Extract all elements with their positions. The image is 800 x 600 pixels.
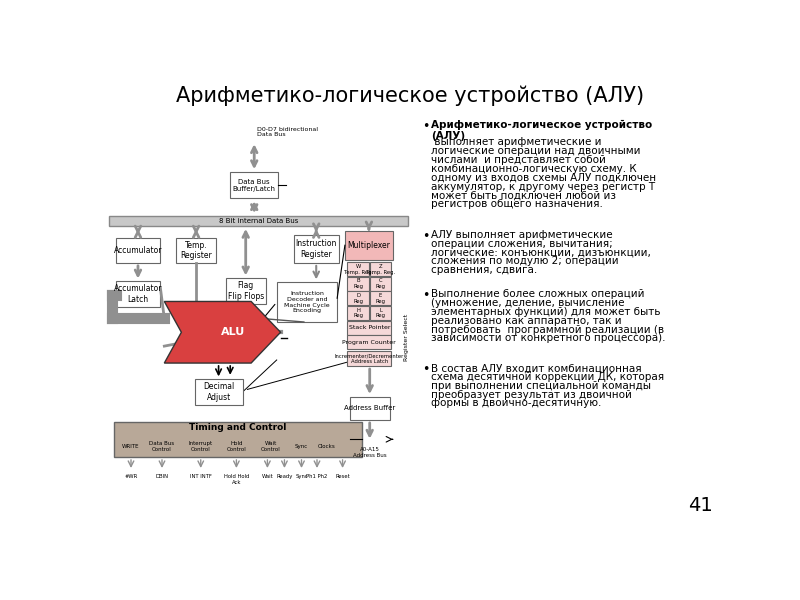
Text: 8 Bit internal Data Bus: 8 Bit internal Data Bus: [219, 218, 298, 224]
FancyBboxPatch shape: [110, 216, 408, 226]
Text: Выполнение более сложных операций: Выполнение более сложных операций: [431, 289, 645, 299]
Text: L
Reg: L Reg: [375, 308, 386, 319]
Text: Wait: Wait: [262, 474, 274, 479]
FancyBboxPatch shape: [347, 277, 369, 290]
Text: операции сложения, вычитания;: операции сложения, вычитания;: [431, 239, 613, 249]
FancyBboxPatch shape: [347, 306, 369, 320]
Text: комбинационно-логическую схему. К: комбинационно-логическую схему. К: [431, 164, 637, 174]
Text: Decimal
Adjust: Decimal Adjust: [203, 382, 234, 401]
Text: C
Reg: C Reg: [375, 278, 386, 289]
Text: Accumulator: Accumulator: [114, 246, 162, 255]
FancyBboxPatch shape: [115, 281, 161, 307]
FancyBboxPatch shape: [350, 397, 390, 420]
FancyBboxPatch shape: [347, 262, 369, 276]
Text: элементарных функций) для может быть: элементарных функций) для может быть: [431, 307, 661, 317]
Text: •: •: [422, 289, 429, 302]
Polygon shape: [164, 301, 281, 363]
Text: Register Select: Register Select: [405, 314, 410, 361]
FancyBboxPatch shape: [370, 292, 391, 305]
Text: логические операции над двоичными: логические операции над двоичными: [431, 146, 641, 157]
Text: INT INTF: INT INTF: [190, 474, 212, 479]
Text: •: •: [422, 230, 429, 243]
FancyBboxPatch shape: [370, 262, 391, 276]
FancyBboxPatch shape: [370, 277, 391, 290]
Text: •: •: [422, 120, 429, 133]
Text: E
Reg: E Reg: [375, 293, 386, 304]
FancyBboxPatch shape: [347, 321, 391, 335]
Text: формы в двоично-десятичную.: формы в двоично-десятичную.: [431, 398, 602, 409]
Text: сравнения, сдвига.: сравнения, сдвига.: [431, 265, 537, 275]
Text: потребовать  программной реализации (в: потребовать программной реализации (в: [431, 325, 664, 335]
FancyBboxPatch shape: [114, 422, 362, 457]
Text: АЛУ выполняет арифметические: АЛУ выполняет арифметические: [431, 230, 613, 240]
Text: 41: 41: [688, 496, 713, 515]
Text: при выполнении специальной команды: при выполнении специальной команды: [431, 381, 651, 391]
Text: Flag
Flip Flops: Flag Flip Flops: [227, 281, 264, 301]
Text: Sync: Sync: [295, 474, 308, 479]
Text: одному из входов схемы АЛУ подключен: одному из входов схемы АЛУ подключен: [431, 173, 656, 183]
Text: #WR: #WR: [124, 474, 138, 479]
Text: Reset: Reset: [335, 474, 350, 479]
Text: B
Reg: B Reg: [353, 278, 363, 289]
Text: Clocks: Clocks: [318, 444, 336, 449]
FancyBboxPatch shape: [115, 238, 161, 263]
Text: Timing and Control: Timing and Control: [190, 423, 286, 432]
Text: Hold
Control: Hold Control: [226, 441, 246, 452]
FancyBboxPatch shape: [370, 306, 391, 320]
Text: может быть подключен любой из: может быть подключен любой из: [431, 191, 616, 200]
Text: Арифметико-логическое устройство (АЛУ): Арифметико-логическое устройство (АЛУ): [176, 85, 644, 106]
Text: A0-A15
Address Bus: A0-A15 Address Bus: [353, 447, 386, 458]
Text: Wait
Control: Wait Control: [261, 441, 280, 452]
Text: Incrementer/Decrementer
Address Latch: Incrementer/Decrementer Address Latch: [334, 353, 404, 364]
FancyBboxPatch shape: [347, 351, 391, 366]
Text: преобразует результат из двоичной: преобразует результат из двоичной: [431, 389, 632, 400]
FancyBboxPatch shape: [176, 238, 216, 263]
Text: Instruction
Decoder and
Machine Cycle
Encoding: Instruction Decoder and Machine Cycle En…: [284, 291, 330, 313]
Text: зависимости от конкретного процессора).: зависимости от конкретного процессора).: [431, 334, 666, 343]
Text: Data Bus
Control: Data Bus Control: [150, 441, 174, 452]
FancyBboxPatch shape: [294, 235, 338, 263]
Text: DBIN: DBIN: [155, 474, 169, 479]
FancyBboxPatch shape: [347, 292, 369, 305]
Text: сложения по модулю 2; операции: сложения по модулю 2; операции: [431, 256, 618, 266]
Text: регистров общего назначения.: регистров общего назначения.: [431, 199, 603, 209]
Text: Stack Pointer: Stack Pointer: [349, 325, 390, 330]
Text: Temp.
Register: Temp. Register: [180, 241, 212, 260]
Text: Ready: Ready: [276, 474, 293, 479]
FancyBboxPatch shape: [277, 282, 337, 322]
Text: выполняет арифметические и: выполняет арифметические и: [431, 137, 602, 148]
Text: реализовано как аппаратно, так и: реализовано как аппаратно, так и: [431, 316, 622, 326]
FancyBboxPatch shape: [345, 230, 393, 260]
FancyBboxPatch shape: [226, 278, 266, 304]
Text: ALU: ALU: [221, 327, 246, 337]
Text: аккумулятор, к другому через регистр Т: аккумулятор, к другому через регистр Т: [431, 182, 655, 192]
Text: схема десятичной коррекции ДК, которая: схема десятичной коррекции ДК, которая: [431, 372, 664, 382]
FancyBboxPatch shape: [230, 172, 278, 198]
Text: WRITE: WRITE: [122, 444, 140, 449]
Text: D
Reg: D Reg: [353, 293, 363, 304]
FancyBboxPatch shape: [347, 335, 391, 349]
FancyBboxPatch shape: [194, 379, 242, 404]
Text: •: •: [422, 363, 429, 376]
Text: логические: конъюнкции, дизъюнкции,: логические: конъюнкции, дизъюнкции,: [431, 248, 651, 257]
Text: Sync: Sync: [295, 444, 308, 449]
Text: H
Reg: H Reg: [353, 308, 363, 319]
Text: (умножение, деление, вычисление: (умножение, деление, вычисление: [431, 298, 625, 308]
Text: В состав АЛУ входит комбинационная: В состав АЛУ входит комбинационная: [431, 363, 642, 373]
Text: Z
Temp. Reg.: Z Temp. Reg.: [366, 264, 395, 275]
Text: D0-D7 bidirectional
Data Bus: D0-D7 bidirectional Data Bus: [258, 127, 318, 137]
Text: Address Buffer: Address Buffer: [344, 406, 395, 412]
Text: W
Temp. Reg.: W Temp. Reg.: [343, 264, 373, 275]
Text: числами  и представляет собой: числами и представляет собой: [431, 155, 606, 165]
Text: Accumulator
Latch: Accumulator Latch: [114, 284, 162, 304]
Text: Interrupt
Control: Interrupt Control: [189, 441, 213, 452]
Text: Арифметико-логическое устройство
(АЛУ): Арифметико-логическое устройство (АЛУ): [431, 120, 652, 142]
Text: Program Counter: Program Counter: [342, 340, 396, 345]
Text: Multiplexer: Multiplexer: [347, 241, 390, 250]
Text: Ph1 Ph2: Ph1 Ph2: [306, 474, 328, 479]
Text: Hold Hold
Ack: Hold Hold Ack: [224, 474, 249, 485]
Text: Data Bus
Buffer/Latch: Data Bus Buffer/Latch: [233, 179, 276, 191]
Text: Instruction
Register: Instruction Register: [295, 239, 337, 259]
